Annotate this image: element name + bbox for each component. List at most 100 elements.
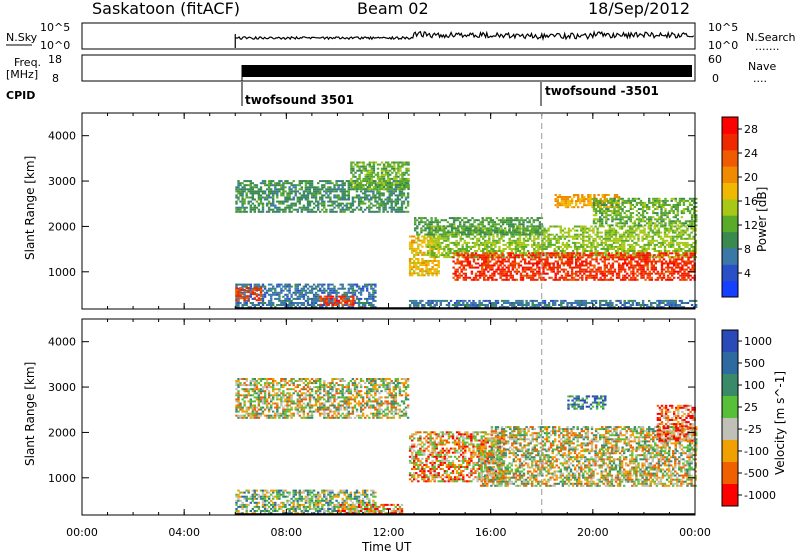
power-cell xyxy=(356,188,359,191)
power-cell xyxy=(585,270,588,273)
power-cell xyxy=(312,302,316,304)
power-cell xyxy=(321,299,324,302)
power-cell xyxy=(536,262,539,265)
power-cell xyxy=(343,210,346,213)
power-cell xyxy=(359,200,363,203)
power-cell xyxy=(424,227,427,230)
power-cell xyxy=(493,264,496,267)
power-cell xyxy=(347,287,350,290)
power-cell xyxy=(417,268,420,271)
power-cell xyxy=(536,252,539,255)
power-cell xyxy=(670,237,673,240)
power-cell xyxy=(620,239,624,242)
power-cell xyxy=(420,219,423,222)
power-cell xyxy=(280,291,283,294)
power-cell xyxy=(424,223,427,226)
power-cell xyxy=(478,299,481,302)
power-cell xyxy=(402,192,406,195)
power-cell xyxy=(599,278,602,281)
power-cell xyxy=(374,283,377,286)
power-cell xyxy=(496,250,499,252)
power-cell xyxy=(370,175,373,178)
power-cell xyxy=(351,208,355,211)
power-cell xyxy=(556,198,559,201)
power-cell xyxy=(441,248,444,250)
power-cell xyxy=(286,283,289,286)
power-cell xyxy=(436,219,439,222)
power-cell xyxy=(337,291,340,294)
power-cell xyxy=(419,268,422,271)
power-cell xyxy=(395,179,398,182)
power-cell xyxy=(690,237,693,240)
power-cell xyxy=(382,175,386,178)
power-cell xyxy=(542,258,545,261)
power-cell xyxy=(475,243,479,246)
power-cell xyxy=(384,169,388,172)
power-cell xyxy=(327,291,330,294)
power-cell xyxy=(537,250,540,252)
power-cell xyxy=(605,274,608,277)
power-cell xyxy=(417,272,420,275)
power-cell xyxy=(247,283,250,286)
power-cell xyxy=(601,299,604,302)
power-cell xyxy=(590,250,593,252)
power-cell xyxy=(374,196,377,199)
power-cell xyxy=(345,204,348,207)
power-cell xyxy=(390,186,393,189)
power-cell xyxy=(636,264,639,267)
power-cell xyxy=(327,200,330,203)
power-cell xyxy=(578,248,581,250)
power-cell xyxy=(675,252,678,255)
power-cell xyxy=(357,194,361,197)
power-cell xyxy=(454,270,457,273)
power-cell xyxy=(568,274,572,277)
power-cell xyxy=(414,223,417,226)
freq-label-2: [MHz] xyxy=(6,68,38,81)
power-cell xyxy=(245,192,248,195)
power-cell xyxy=(556,272,559,275)
power-cell xyxy=(589,276,592,279)
power-cell xyxy=(570,260,574,263)
power-cell xyxy=(243,291,246,294)
power-cell xyxy=(323,204,326,207)
power-cell xyxy=(263,192,267,195)
power-cell xyxy=(370,182,373,184)
power-cell xyxy=(323,299,326,302)
power-cell xyxy=(406,194,410,197)
power-cell xyxy=(650,262,653,265)
power-cell xyxy=(442,219,445,222)
power-cell xyxy=(387,169,390,172)
power-cell xyxy=(591,198,594,201)
power-cell xyxy=(411,299,414,302)
power-cell xyxy=(347,188,350,191)
power-cell xyxy=(247,188,250,191)
power-cell xyxy=(667,231,671,234)
power-cell xyxy=(511,260,514,263)
power-cell xyxy=(612,233,616,236)
power-cell xyxy=(624,260,627,263)
power-cell xyxy=(499,276,502,279)
power-cell xyxy=(489,274,492,277)
freq-band xyxy=(242,65,692,77)
power-cell xyxy=(552,266,555,269)
power-cell xyxy=(451,233,454,236)
power-cell xyxy=(237,186,240,189)
power-cell xyxy=(435,272,438,275)
power-cell xyxy=(596,231,599,234)
power-cell xyxy=(352,169,355,172)
power-cell xyxy=(674,250,677,252)
power-cell xyxy=(479,221,482,224)
power-cell xyxy=(247,190,250,193)
power-cell xyxy=(558,204,561,207)
power-cell xyxy=(506,245,509,248)
date-title: 18/Sep/2012 xyxy=(588,0,690,18)
power-cell xyxy=(310,184,314,187)
power-cell xyxy=(415,247,418,250)
power-cell xyxy=(670,229,673,232)
power-cell xyxy=(321,186,324,189)
power-cell xyxy=(618,227,622,230)
power-cell xyxy=(354,163,357,166)
power-cell xyxy=(608,229,612,232)
power-cell xyxy=(428,245,432,248)
power-cell xyxy=(235,206,238,209)
